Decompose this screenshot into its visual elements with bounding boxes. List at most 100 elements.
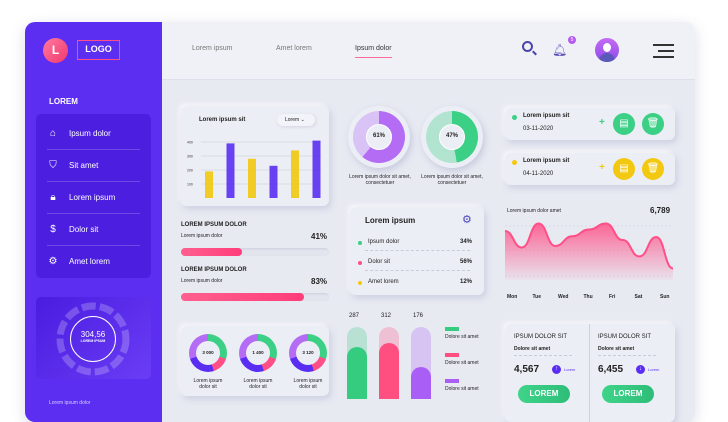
document-icon[interactable]: ▤ <box>613 113 635 135</box>
bell-icon[interactable]: 🔔︎ <box>552 43 566 57</box>
period-dropdown[interactable]: Lorem ⌄ <box>277 114 315 126</box>
task-date: 04-11-2020 <box>523 171 554 177</box>
progress-fill <box>181 248 242 256</box>
donut-value: 3 120 <box>296 341 320 365</box>
stat-label: Dolor sit <box>368 259 391 265</box>
x-tick-label: Thu <box>583 294 593 300</box>
task-title: Lorem ipsum sit <box>523 158 570 164</box>
progress-subtitle: Lorem ipsum dolor <box>181 278 223 284</box>
ring-chart-2: 47% <box>421 106 483 168</box>
area-chart-total: 6,789 <box>650 206 671 215</box>
x-tick-label: Tue <box>532 294 542 300</box>
x-tick-label: Sat <box>634 294 643 300</box>
gauge-center: 304,56 LOREM IPSUM <box>70 316 116 362</box>
task-date: 03-11-2020 <box>523 126 554 132</box>
divider <box>47 149 140 150</box>
menu-icon[interactable] <box>653 44 674 58</box>
x-tick-label: Fri <box>609 294 616 300</box>
divider <box>365 250 470 251</box>
kpi-card: IPSUM DOLOR SIT Dolore sit amet 4,567 ↑ Lore… <box>505 324 675 422</box>
donut-caption: Lorem ipsum dolor sit <box>293 378 323 390</box>
bar <box>379 343 399 399</box>
logo-avatar: L <box>43 38 68 63</box>
chevron-down-icon: ⌄ <box>300 117 305 123</box>
bar <box>347 347 367 399</box>
sidebar-footer: Lorem ipsum dolor <box>49 400 91 406</box>
add-icon[interactable]: + <box>599 117 605 128</box>
y-tick-label: 100 <box>187 183 193 187</box>
donut-value: 1 400 <box>246 341 270 365</box>
divider <box>598 355 656 356</box>
divider <box>514 355 572 356</box>
task-card[interactable]: Lorem ipsum sit 04-11-2020 + ▤ 🗑︎ <box>505 153 675 185</box>
bar <box>205 171 213 198</box>
ring-value: 47% <box>439 124 465 150</box>
stat-dot <box>358 281 362 285</box>
legend-swatch <box>445 327 459 331</box>
gauge-card: 304,56 LOREM IPSUM <box>36 297 151 379</box>
sidebar-item-lorem-ipsum[interactable]: 🔒︎ Lorem ipsum <box>37 181 147 213</box>
sidebar-item-label: Amet lorem <box>69 256 110 266</box>
dropdown-value: Lorem <box>285 117 300 123</box>
trash-icon[interactable]: 🗑︎ <box>642 158 664 180</box>
ring-caption: Lorem ipsum dolor sit amet, consectetuer <box>421 174 483 186</box>
bar-value-label: 287 <box>349 313 360 319</box>
x-tick-label: Wed <box>558 294 569 300</box>
tab-lorem-ipsum[interactable]: Lorem ipsum <box>192 45 233 52</box>
header: Lorem ipsum Amet lorem Ipsum dolor 🔔︎ 5 <box>162 22 695 80</box>
task-status-dot <box>512 115 517 120</box>
bar-value-label: 312 <box>381 313 392 319</box>
area-line <box>505 222 673 270</box>
arrow-up-icon: ↑ <box>552 365 561 374</box>
lorem-button[interactable]: LOREM <box>602 385 654 403</box>
progress-value: 83% <box>311 277 328 286</box>
user-avatar[interactable] <box>595 38 619 62</box>
stats-card: Lorem ipsum ⚙ Ipsum dolor 34% Dolor sit 56%… <box>350 207 484 295</box>
stat-value: 12% <box>460 279 473 285</box>
sidebar-item-label: Dolor sit <box>69 224 99 234</box>
kpi-subtitle: Dolore sit amet <box>598 346 635 352</box>
sidebar-item-dolor-sit[interactable]: $ Dolor sit <box>37 213 147 245</box>
add-icon[interactable]: + <box>599 162 605 173</box>
divider <box>589 324 590 422</box>
divider <box>365 270 470 271</box>
gear-icon[interactable]: ⚙ <box>462 214 472 226</box>
kpi-title: IPSUM DOLOR SIT <box>514 334 568 340</box>
search-icon[interactable] <box>522 41 533 52</box>
document-icon[interactable]: ▤ <box>613 158 635 180</box>
y-tick-label: 300 <box>187 155 193 159</box>
sidebar-item-sit-amet[interactable]: ⛉ Sit amet <box>37 149 147 181</box>
kpi-value: 6,455 <box>598 364 624 375</box>
task-card[interactable]: Lorem ipsum sit 03-11-2020 + ▤ 🗑︎ <box>505 108 675 140</box>
lock-icon: 🔒︎ <box>50 191 56 203</box>
sidebar-section-title: LOREM <box>49 97 78 106</box>
shield-icon: ⛉ <box>49 159 57 171</box>
legend-swatch <box>445 353 459 357</box>
gauge-ring <box>56 302 130 376</box>
tab-amet-lorem[interactable]: Amet lorem <box>276 45 312 52</box>
divider <box>47 213 140 214</box>
kpi-value: 4,567 <box>514 364 540 375</box>
divider <box>47 245 140 246</box>
search-icon-handle <box>532 50 537 56</box>
trend-label: Lorem <box>648 367 660 372</box>
bar <box>248 158 256 198</box>
lorem-button[interactable]: LOREM <box>518 385 570 403</box>
arrow-down-icon: ↓ <box>636 365 645 374</box>
x-tick-label: Mon <box>507 294 518 300</box>
area-chart-label: Lorem ipsum dolor amet <box>507 208 561 214</box>
legend-label: Dolore sit amet <box>445 360 479 366</box>
sidebar-menu <box>36 114 151 278</box>
sidebar-item-label: Ipsum dolor <box>69 128 111 138</box>
trash-icon[interactable]: 🗑︎ <box>642 113 664 135</box>
ring-caption: Lorem ipsum dolor sit amet, consectetuer <box>349 174 411 186</box>
tab-ipsum-dolor[interactable]: Ipsum dolor <box>355 45 392 58</box>
gear-icon: ⚙ <box>48 255 58 267</box>
ring-chart-1: 61% <box>348 106 410 168</box>
sidebar: L LOGO LOREM ⌂ Ipsum dolor ⛉ Sit amet 🔒︎ Lo… <box>25 22 162 422</box>
dollar-icon: $ <box>50 223 56 235</box>
stat-value: 56% <box>460 259 473 265</box>
progress-value: 41% <box>311 232 328 241</box>
sidebar-item-ipsum-dolor[interactable]: ⌂ Ipsum dolor <box>37 117 147 149</box>
sidebar-item-amet-lorem[interactable]: ⚙ Amet lorem <box>37 245 147 277</box>
